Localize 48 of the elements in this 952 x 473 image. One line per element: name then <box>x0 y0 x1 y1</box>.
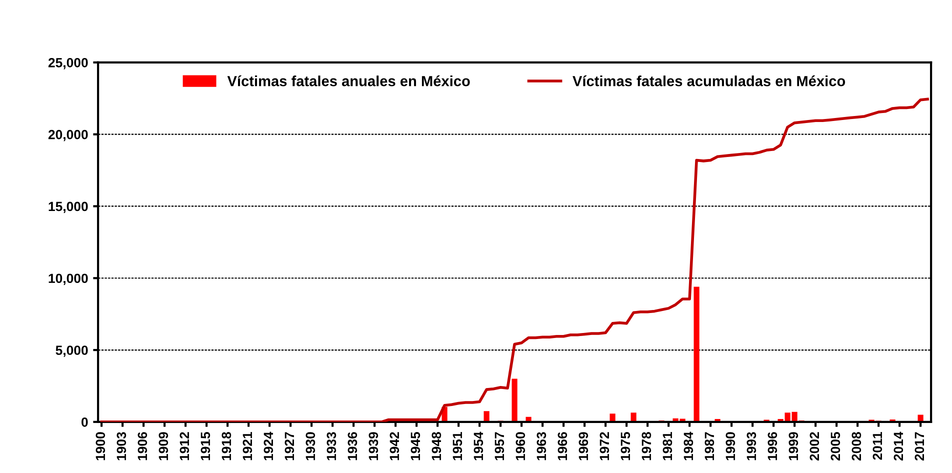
x-tick-label: 1996 <box>768 432 778 460</box>
x-tick-label: 2002 <box>810 432 820 461</box>
x-tick-label: 1912 <box>180 432 190 460</box>
x-tick-label: 1972 <box>600 432 610 460</box>
x-tick-label: 1999 <box>788 432 798 460</box>
x-tick-label: 1975 <box>620 432 630 460</box>
x-tick-label: 2005 <box>830 432 840 461</box>
x-tick-label: 1981 <box>662 432 672 460</box>
x-tick-label: 1924 <box>264 432 274 460</box>
x-tick-label: 2011 <box>872 432 882 460</box>
x-tick-label: 2014 <box>894 432 904 461</box>
legend-label: Víctimas fatales acumuladas en México <box>572 75 846 86</box>
x-tick-label: 2017 <box>914 432 924 461</box>
x-tick-label: 1957 <box>494 432 504 460</box>
x-tick-label: 1948 <box>432 432 442 460</box>
x-tick-label: 1918 <box>222 432 232 460</box>
x-tick-label: 1954 <box>474 432 484 460</box>
x-tick-label: 1993 <box>746 432 756 460</box>
x-tick-label: 1969 <box>578 432 588 460</box>
x-tick-label: 1930 <box>306 432 316 460</box>
legend-label: Víctimas fatales anuales en México <box>227 75 470 86</box>
x-tick-label: 1978 <box>642 432 652 460</box>
y-tick-label: 0 <box>82 417 88 427</box>
x-tick-label: 1942 <box>390 432 400 460</box>
x-tick-label: 2008 <box>852 432 862 461</box>
x-tick-label: 1921 <box>242 432 252 460</box>
x-tick-label: 1987 <box>704 432 714 460</box>
x-tick-label: 1927 <box>284 432 294 460</box>
x-tick-label: 1915 <box>200 432 210 460</box>
x-tick-label: 1984 <box>684 432 694 460</box>
y-tick-label: 10,000 <box>48 274 88 285</box>
x-tick-label: 1990 <box>726 432 736 460</box>
x-tick-label: 1909 <box>158 432 168 460</box>
x-tick-label: 1951 <box>452 432 462 460</box>
x-tick-label: 1936 <box>348 432 358 460</box>
x-tick-label: 1900 <box>96 432 106 460</box>
y-tick-label: 5,000 <box>56 346 88 357</box>
x-tick-label: 1939 <box>368 432 378 460</box>
y-tick-label: 25,000 <box>48 58 88 70</box>
x-tick-label: 1933 <box>326 432 336 460</box>
x-tick-label: 1906 <box>138 432 148 460</box>
y-tick-label: 20,000 <box>48 130 88 142</box>
y-tick-label: 15,000 <box>48 202 88 214</box>
x-tick-label: 1903 <box>116 432 126 460</box>
x-tick-label: 1945 <box>410 432 420 460</box>
x-tick-label: 1963 <box>536 432 546 460</box>
x-tick-label: 1960 <box>516 432 526 460</box>
x-tick-label: 1966 <box>558 432 568 460</box>
